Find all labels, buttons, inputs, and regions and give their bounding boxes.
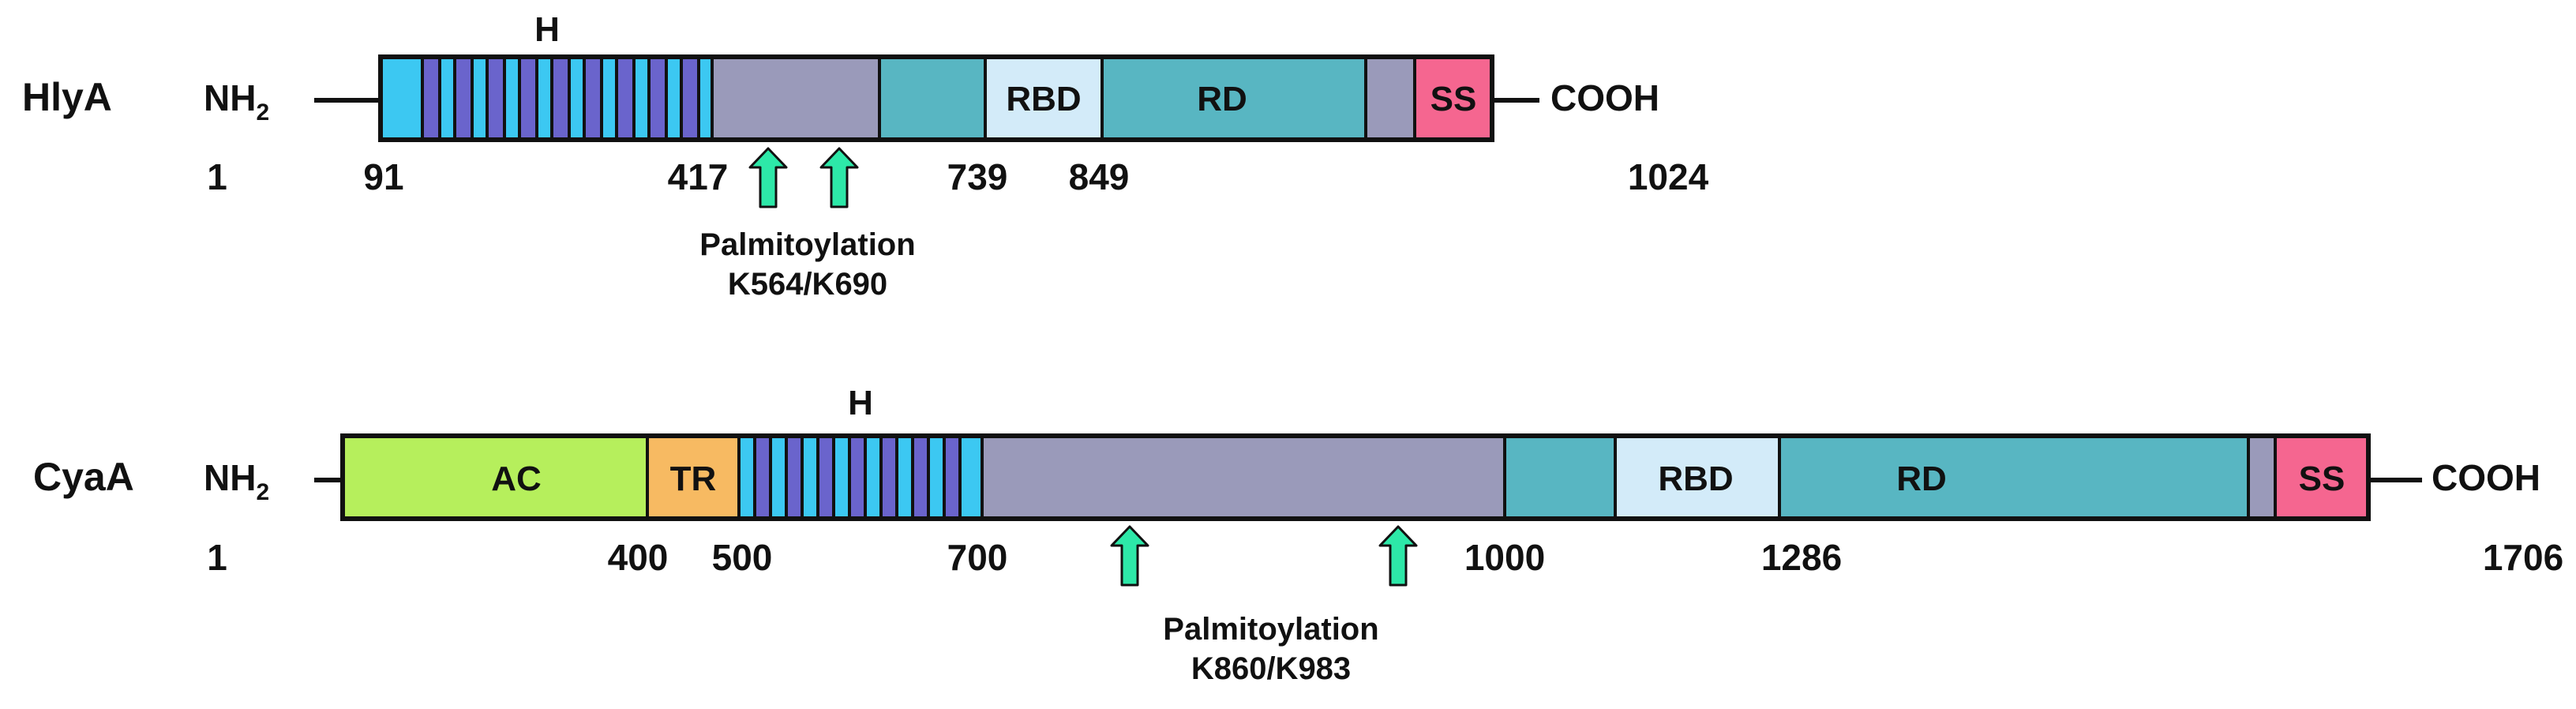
hlya-name: HlyA bbox=[22, 75, 112, 119]
cyaa-position-1: 1 bbox=[207, 537, 227, 578]
cyaa-repeat-stripe bbox=[816, 434, 835, 520]
cyaa-construct: CyaA NH2 COOH H AC TR RBD R bbox=[33, 384, 2563, 686]
hlya-c-terminus: COOH bbox=[1550, 77, 1659, 118]
cyaa-palmitoylation-sites: K860/K983 bbox=[1191, 651, 1351, 686]
cyaa-repeat-stripe bbox=[753, 434, 772, 520]
hlya-outline bbox=[378, 54, 1494, 142]
cyaa-position-700: 700 bbox=[947, 537, 1008, 578]
hlya-palmitoylation-label: Palmitoylation bbox=[699, 227, 915, 262]
cyaa-teal-segment bbox=[1505, 436, 1615, 519]
hlya-palmitoylation-arrow-2 bbox=[819, 147, 859, 208]
cyaa-n-terminus: NH2 bbox=[204, 457, 269, 505]
hlya-repeat-stripe bbox=[583, 55, 603, 141]
hlya-repeat-stripe bbox=[647, 55, 668, 141]
cyaa-acylation-region bbox=[982, 436, 1505, 519]
cyaa-ss-label: SS bbox=[2299, 460, 2345, 498]
hlya-palmitoylation-sites: K564/K690 bbox=[728, 267, 887, 302]
hlya-repeat-stripe bbox=[518, 55, 538, 141]
cyaa-position-1706: 1706 bbox=[2483, 537, 2563, 578]
cyaa-palmitoylation-arrow-1 bbox=[1110, 525, 1149, 587]
cyaa-c-terminus: COOH bbox=[2432, 457, 2540, 498]
hlya-teal-segment bbox=[879, 57, 985, 140]
cyaa-hydrophobic-label: H bbox=[848, 384, 873, 422]
hlya-acylation-region bbox=[712, 57, 879, 140]
cyaa-rd-domain bbox=[1779, 436, 2248, 519]
cyaa-repeat-stripe bbox=[785, 434, 804, 520]
cyaa-outline bbox=[340, 433, 2371, 521]
cyaa-palmitoylation-arrow-2 bbox=[1378, 525, 1418, 587]
cyaa-rbd-domain bbox=[1615, 436, 1779, 519]
hlya-position-91: 91 bbox=[363, 156, 403, 197]
cyaa-position-1286: 1286 bbox=[1761, 537, 1842, 578]
cyaa-ac-domain bbox=[343, 436, 647, 519]
cyaa-tr-domain bbox=[647, 436, 739, 519]
cyaa-rd-label: RD bbox=[1896, 460, 1947, 498]
hlya-n-terminus: NH2 bbox=[204, 77, 269, 126]
cyaa-rbd-label: RBD bbox=[1658, 460, 1733, 498]
hlya-position-1: 1 bbox=[207, 156, 227, 197]
cyaa-name: CyaA bbox=[33, 455, 134, 499]
cyaa-grey-linker bbox=[2248, 436, 2275, 519]
hlya-repeat-stripe bbox=[421, 55, 441, 141]
cyaa-position-500: 500 bbox=[712, 537, 773, 578]
cyaa-tr-label: TR bbox=[670, 460, 717, 498]
hlya-hydrophobic-label: H bbox=[534, 10, 560, 49]
hlya-rbd-label: RBD bbox=[1006, 80, 1081, 118]
hlya-position-417: 417 bbox=[668, 156, 729, 197]
hlya-construct: HlyA NH2 COOH H RBD RD SS 1 91 bbox=[22, 10, 1709, 302]
cyaa-repeat-stripe bbox=[943, 434, 962, 520]
cyaa-ac-label: AC bbox=[491, 460, 542, 498]
hlya-position-1024: 1024 bbox=[1628, 156, 1709, 197]
hlya-repeat-stripe bbox=[615, 55, 636, 141]
hlya-rbd-domain bbox=[985, 57, 1102, 140]
hlya-rd-domain bbox=[1102, 57, 1366, 140]
cyaa-position-1000: 1000 bbox=[1464, 537, 1545, 578]
cyaa-palmitoylation-label: Palmitoylation bbox=[1163, 612, 1378, 647]
cyaa-repeat-stripe bbox=[911, 434, 930, 520]
hlya-rd-label: RD bbox=[1197, 80, 1247, 118]
cyaa-ss-domain bbox=[2275, 436, 2368, 519]
hlya-repeat-stripe bbox=[453, 55, 474, 141]
hlya-grey-linker bbox=[1366, 57, 1415, 140]
hlya-repeat-stripe bbox=[486, 55, 506, 141]
cyaa-repeat-stripe bbox=[848, 434, 867, 520]
hlya-ss-domain bbox=[1415, 57, 1492, 140]
hlya-palmitoylation-arrow-1 bbox=[748, 147, 788, 208]
hlya-repeat-stripe bbox=[550, 55, 571, 141]
hlya-ss-label: SS bbox=[1430, 80, 1477, 118]
cyaa-position-400: 400 bbox=[608, 537, 669, 578]
hlya-position-849: 849 bbox=[1069, 156, 1130, 197]
hlya-repeat-stripe bbox=[680, 55, 700, 141]
cyaa-repeat-stripe bbox=[879, 434, 898, 520]
hlya-position-739: 739 bbox=[947, 156, 1008, 197]
